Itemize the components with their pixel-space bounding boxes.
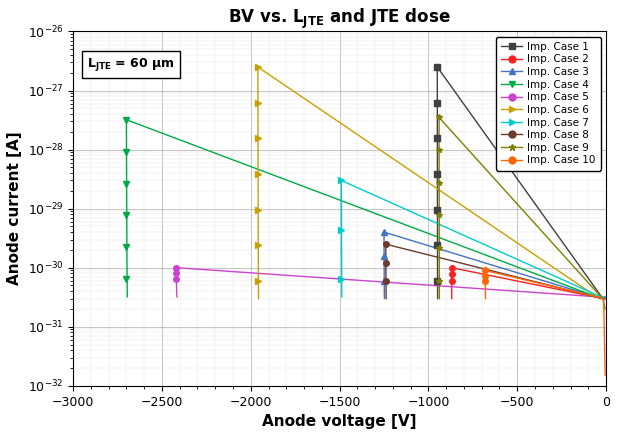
Legend: Imp. Case 1, Imp. Case 2, Imp. Case 3, Imp. Case 4, Imp. Case 5, Imp. Case 6, Im: Imp. Case 1, Imp. Case 2, Imp. Case 3, I… bbox=[496, 37, 601, 170]
Title: BV vs. L$_\mathbf{JTE}$ and JTE dose: BV vs. L$_\mathbf{JTE}$ and JTE dose bbox=[228, 7, 451, 31]
Text: L$_\mathbf{JTE}$ = 60 μm: L$_\mathbf{JTE}$ = 60 μm bbox=[88, 56, 175, 73]
Y-axis label: Anode current [A]: Anode current [A] bbox=[7, 132, 22, 286]
X-axis label: Anode voltage [V]: Anode voltage [V] bbox=[262, 414, 417, 429]
